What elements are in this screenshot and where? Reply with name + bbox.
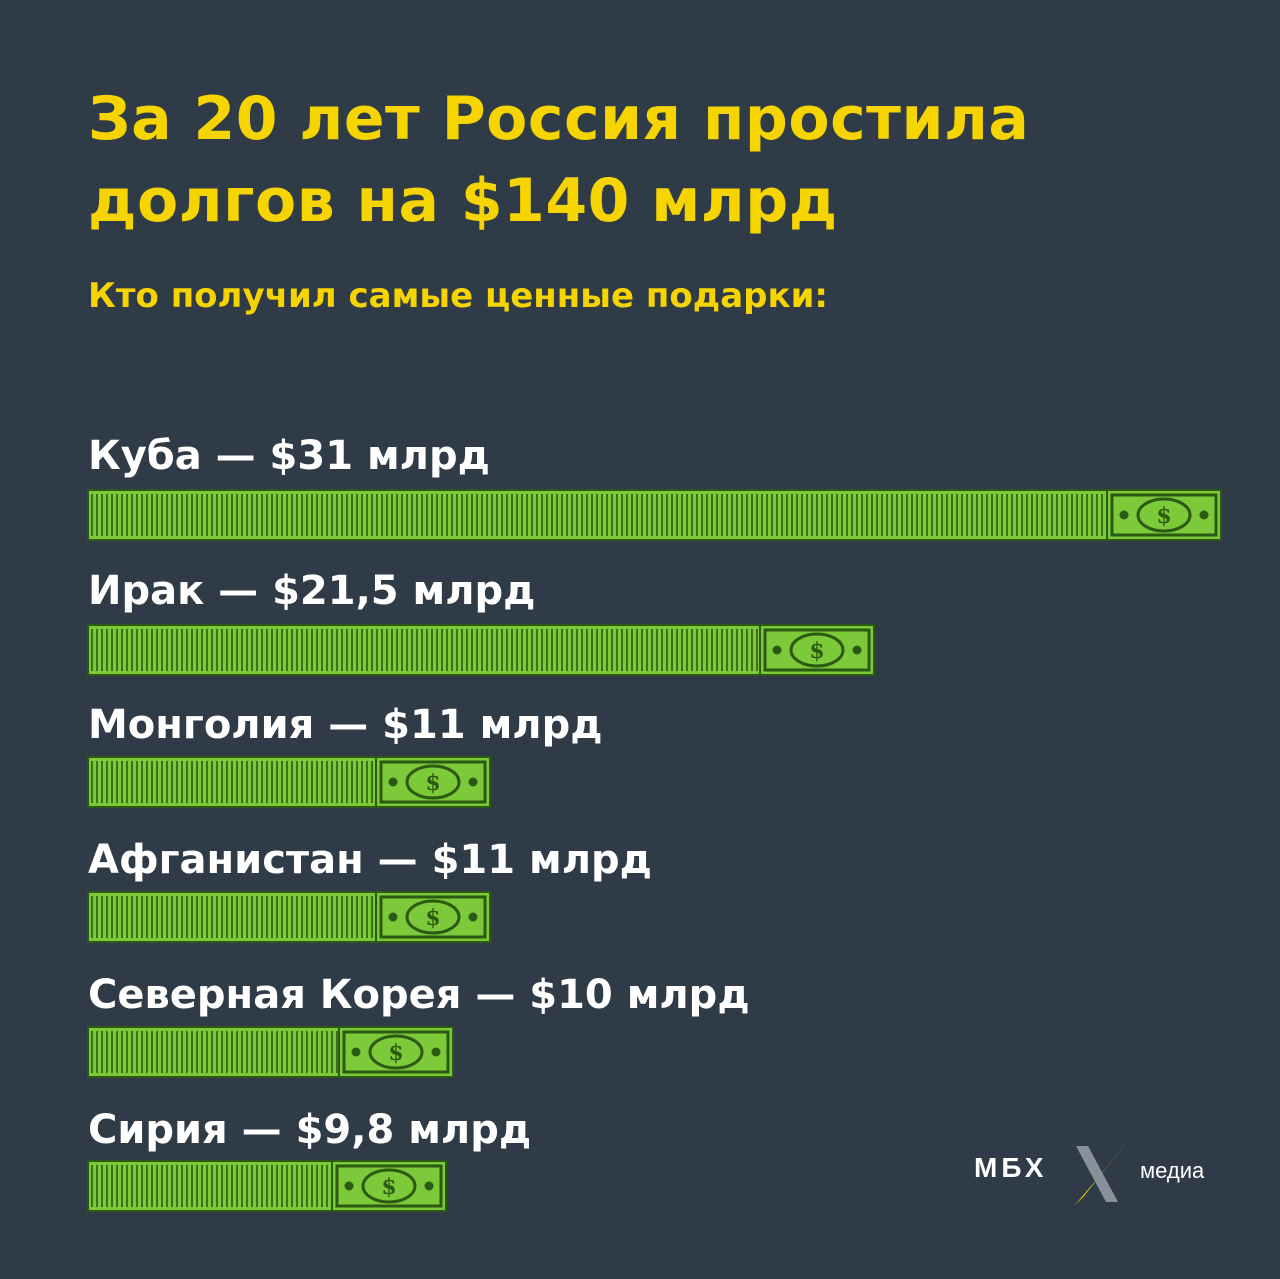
bar-label-cuba: Куба — $31 млрд [88, 433, 490, 479]
bar-label-mongolia: Монголия — $11 млрд [88, 702, 603, 748]
bar-монголия: $ [87, 756, 491, 808]
dollar-sign-icon: $ [388, 1040, 403, 1066]
bar-афганистан: $ [87, 891, 491, 943]
logo-x-icon [1074, 1128, 1138, 1206]
chart-subtitle: Кто получил самые ценные подарки: [88, 276, 829, 316]
bar-куба: $ [87, 489, 1222, 541]
dollar-sign-icon: $ [809, 638, 824, 664]
bar-label-iraq: Ирак — $21,5 млрд [88, 568, 536, 614]
bar-северная-корея: $ [87, 1026, 454, 1078]
logo-media-text: медиа [1140, 1158, 1205, 1183]
dollar-sign-icon: $ [381, 1174, 396, 1200]
chart-title: За 20 лет Россия простила долгов на $140… [88, 84, 1030, 236]
mbx-media-logo: МБХ медиа [972, 1124, 1212, 1214]
dollar-sign-icon: $ [425, 905, 440, 931]
dollar-sign-icon: $ [425, 770, 440, 796]
bar-ирак: $ [87, 624, 875, 676]
bar-label-syria: Сирия — $9,8 млрд [88, 1107, 532, 1153]
bar-label-afghanistan: Афганистан — $11 млрд [88, 837, 652, 883]
bar-сирия: $ [87, 1160, 447, 1212]
bar-label-north-korea: Северная Корея — $10 млрд [88, 972, 750, 1018]
dollar-sign-icon: $ [1156, 503, 1171, 529]
logo-mbx-text: МБХ [974, 1152, 1048, 1183]
